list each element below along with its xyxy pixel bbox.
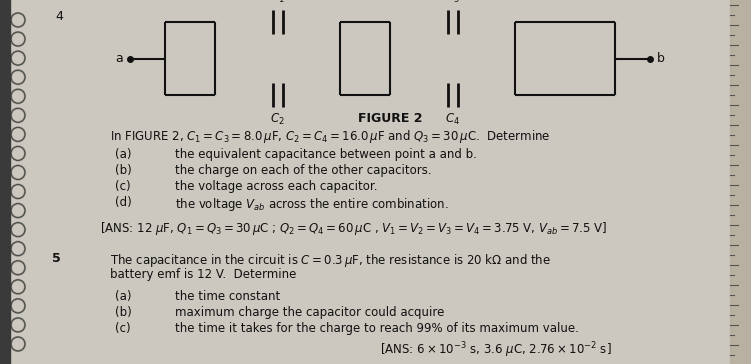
Text: FIGURE 2: FIGURE 2 [357, 112, 422, 125]
Text: maximum charge the capacitor could acquire: maximum charge the capacitor could acqui… [175, 306, 445, 319]
Text: [ANS: 12 $\mu$F, $Q_1 = Q_3 = 30\,\mu$C ; $Q_2 = Q_4 = 60\,\mu$C , $V_1 = V_2 = : [ANS: 12 $\mu$F, $Q_1 = Q_3 = 30\,\mu$C … [100, 220, 608, 237]
Bar [730, 0, 751, 364]
Text: [ANS: $6 \times 10^{-3}$ s, 3.6 $\mu$C, $2.76 \times 10^{-2}$ s]: [ANS: $6 \times 10^{-3}$ s, 3.6 $\mu$C, … [380, 340, 611, 360]
Text: The capacitance in the circuit is $C = 0.3\,\mu$F, the resistance is 20 k$\Omega: The capacitance in the circuit is $C = 0… [110, 252, 551, 269]
Text: (b): (b) [115, 306, 131, 319]
Text: the voltage across each capacitor.: the voltage across each capacitor. [175, 180, 378, 193]
Text: $C_1$: $C_1$ [270, 0, 285, 5]
Text: b: b [657, 52, 665, 65]
Text: In FIGURE 2, $C_1 = C_3 = 8.0\,\mu$F, $C_2 = C_4 = 16.0\,\mu$F and $Q_3 = 30\,\m: In FIGURE 2, $C_1 = C_3 = 8.0\,\mu$F, $C… [110, 128, 550, 145]
Text: battery emf is 12 V.  Determine: battery emf is 12 V. Determine [110, 268, 297, 281]
Text: $C_4$: $C_4$ [445, 112, 460, 127]
Text: (c): (c) [115, 180, 131, 193]
Text: 4: 4 [55, 10, 63, 23]
Text: (c): (c) [115, 322, 131, 335]
Text: (a): (a) [115, 148, 131, 161]
Text: the voltage $V_{ab}$ across the entire combination.: the voltage $V_{ab}$ across the entire c… [175, 196, 448, 213]
Text: the time it takes for the charge to reach 99% of its maximum value.: the time it takes for the charge to reac… [175, 322, 579, 335]
Text: the charge on each of the other capacitors.: the charge on each of the other capacito… [175, 164, 432, 177]
Text: the equivalent capacitance between point a and b.: the equivalent capacitance between point… [175, 148, 477, 161]
Text: a: a [115, 52, 123, 65]
Text: $C_2$: $C_2$ [270, 112, 285, 127]
Bar [0, 0, 10, 364]
Text: (b): (b) [115, 164, 131, 177]
Text: (a): (a) [115, 290, 131, 303]
Text: (d): (d) [115, 196, 131, 209]
Text: the time constant: the time constant [175, 290, 280, 303]
Text: 5: 5 [52, 252, 61, 265]
Text: $C_3$: $C_3$ [445, 0, 460, 5]
